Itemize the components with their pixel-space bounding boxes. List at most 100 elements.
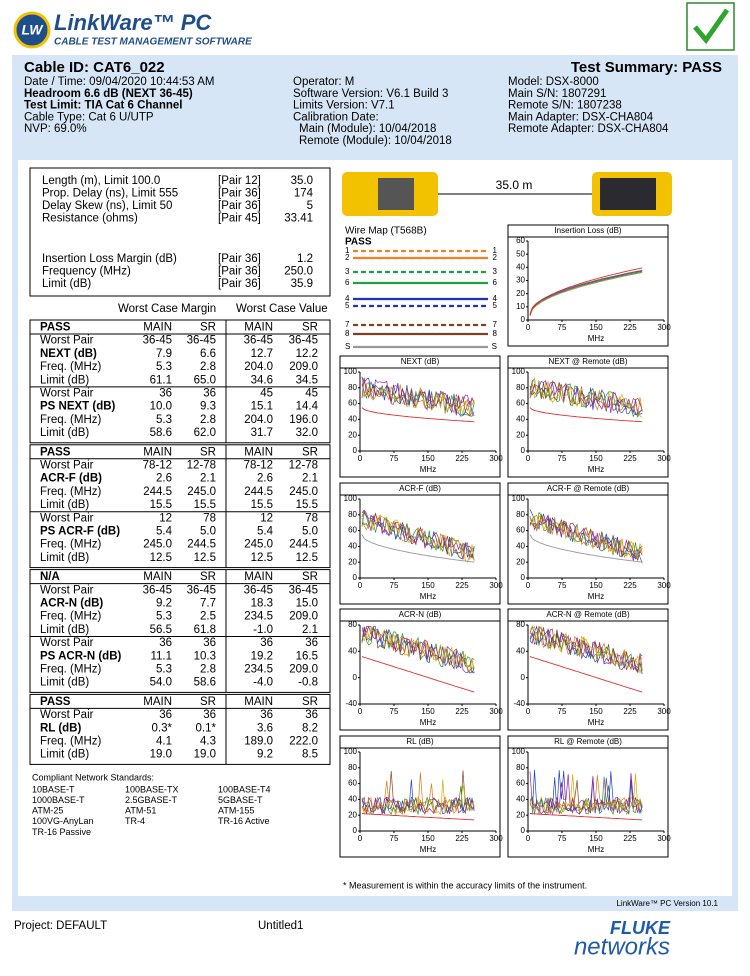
x-tick-label: 300 <box>489 454 503 463</box>
cell: Worst Pair <box>40 512 94 524</box>
x-tick-label: 0 <box>358 834 363 843</box>
limit-line <box>529 534 643 563</box>
plot-title: NEXT @ Remote (dB) <box>548 357 627 366</box>
cell: Freq. (MHz) <box>40 539 102 551</box>
pin-label: 4 <box>493 294 498 303</box>
summary-line: Remote Adapter: DSX-CHA804 <box>508 123 669 135</box>
cable-id: Cable ID: CAT6_022 <box>24 59 165 76</box>
trace <box>361 796 475 815</box>
cell: 65.0 <box>194 374 216 386</box>
cell: 10.0 <box>150 401 172 413</box>
pin-label: 6 <box>345 278 350 287</box>
summary-line: Model: DSX-8000 <box>508 76 599 88</box>
trace <box>529 625 643 674</box>
x-tick-label: 150 <box>589 707 603 716</box>
plot-title: NEXT (dB) <box>401 357 440 366</box>
y-tick-label: 40 <box>516 646 525 655</box>
trace <box>529 769 643 815</box>
cell: 36 <box>203 709 216 721</box>
cell: SR <box>302 571 318 583</box>
cell: Freq. (MHz) <box>40 611 102 623</box>
pin-label: 2 <box>345 253 350 262</box>
cell: -0.8 <box>298 677 318 689</box>
cell: MAIN <box>244 696 273 708</box>
axes <box>527 752 664 832</box>
y-tick-label: 60 <box>516 236 525 245</box>
pin-label: 1 <box>345 246 350 255</box>
cell: 78 <box>305 512 318 524</box>
plot-title: RL (dB) <box>406 737 434 746</box>
plot-frame <box>339 482 501 605</box>
cable-length: 35.0 m <box>496 178 533 192</box>
trace <box>361 786 475 816</box>
x-tick-label: 300 <box>657 454 671 463</box>
x-tick-label: 150 <box>589 834 603 843</box>
x-tick-label: 225 <box>455 707 469 716</box>
cell: 15.5 <box>194 499 216 511</box>
cell: 36-45 <box>244 335 273 347</box>
standard: 100BASE-TX <box>125 784 179 794</box>
cell: PS NEXT (dB) <box>40 401 116 413</box>
cell: 36-45 <box>143 335 172 347</box>
cell: Freq. (MHz) <box>40 361 102 373</box>
y-tick-label: 80 <box>516 620 525 629</box>
project: Project: DEFAULT <box>14 920 107 932</box>
x-tick-label: 0 <box>526 454 531 463</box>
x-tick-label: 300 <box>657 581 671 590</box>
standard: 100VG-AnyLan <box>32 816 94 826</box>
y-tick-label: 40 <box>516 262 525 271</box>
cell: 12-78 <box>289 460 318 472</box>
y-tick-label: -40 <box>345 699 357 708</box>
cell: 19.0 <box>194 749 216 761</box>
y-tick-label: 10 <box>516 302 525 311</box>
cell: 36 <box>159 637 172 649</box>
cell: ACR-N (dB) <box>40 598 103 610</box>
x-tick-label: 300 <box>657 323 671 332</box>
plot-title: ACR-N (dB) <box>399 610 442 619</box>
axes <box>527 499 664 579</box>
cell: 78 <box>203 512 216 524</box>
cell: 204.0 <box>244 361 273 373</box>
cell: MAIN <box>244 571 273 583</box>
trace <box>529 270 643 315</box>
cell: 12.5 <box>150 552 172 564</box>
y-tick-label: 40 <box>348 646 357 655</box>
cell: PASS <box>40 446 71 458</box>
plot-frame <box>507 224 669 347</box>
cell: 2.5 <box>200 611 216 623</box>
section-box <box>29 319 331 444</box>
limit-line <box>529 407 643 423</box>
y-tick-label: 60 <box>516 779 525 788</box>
cell: 9.2 <box>156 598 172 610</box>
y-tick-label: 20 <box>348 810 357 819</box>
summary-line: Operator: M <box>293 76 354 88</box>
remote-unit-face <box>600 178 656 210</box>
trace <box>361 626 475 672</box>
cell: 2.8 <box>200 361 216 373</box>
cell: SR <box>200 571 216 583</box>
pin-label: 8 <box>345 329 350 338</box>
cell: 15.5 <box>150 499 172 511</box>
y-tick-label: 20 <box>516 430 525 439</box>
cell: 209.0 <box>289 611 318 623</box>
x-tick-label: 300 <box>657 834 671 843</box>
x-axis-label: MHz <box>420 465 436 474</box>
y-tick-label: 20 <box>348 557 357 566</box>
brand: FLUKE <box>610 918 671 938</box>
cell: 58.6 <box>150 427 172 439</box>
standard: ATM-25 <box>32 806 63 816</box>
cell: MAIN <box>244 322 273 334</box>
cell: 2.8 <box>200 414 216 426</box>
y-tick-label: 100 <box>344 494 358 503</box>
x-tick-label: 0 <box>358 707 363 716</box>
cell: 10.3 <box>194 650 216 662</box>
trace <box>530 625 643 674</box>
brand-networks: networks <box>574 933 670 960</box>
measure-label: Frequency (MHz) <box>42 266 131 278</box>
summary-line: Limits Version: V7.1 <box>293 100 395 112</box>
cell: Limit (dB) <box>40 749 89 761</box>
section-box <box>29 569 331 693</box>
x-tick-label: 150 <box>421 707 435 716</box>
cell: 245.0 <box>289 486 318 498</box>
cell: 36-45 <box>187 335 216 347</box>
